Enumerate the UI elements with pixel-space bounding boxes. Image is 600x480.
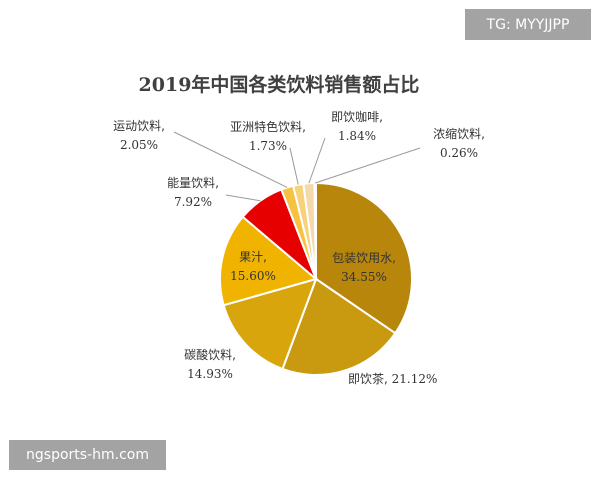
pie-slice-0 [315, 181, 413, 335]
slice-label-name-7: 即饮咖啡, [331, 109, 383, 124]
slice-label-name-6: 亚洲特色饮料, [230, 119, 306, 134]
watermark-top-right: TG: MYYJJPP [465, 9, 591, 40]
pie-slices [219, 181, 413, 376]
pie-slice-2 [222, 277, 318, 371]
leader-line-7 [308, 137, 326, 184]
chart-title: 2019年中国各类饮料销售额占比 [139, 73, 420, 96]
leader-line-5 [173, 131, 288, 188]
slice-labels: 包装饮用水, 34.55% 即饮茶, 21.12% 碳酸饮料, 14.93% 果汁, 15.… [113, 109, 485, 386]
slice-label-name-2: 碳酸饮料, [184, 347, 236, 362]
slice-label-name-5: 运动饮料, [113, 119, 165, 133]
slice-label-name-8: 浓缩饮料, [433, 126, 485, 141]
slice-label-value-5: 2.05% [120, 138, 158, 152]
slice-label-value-0: 34.55% [341, 270, 387, 284]
slice-label-value-3: 15.60% [230, 269, 276, 283]
slice-label-value-6: 1.73% [249, 139, 287, 153]
leader-line-6 [289, 147, 299, 185]
slice-label-value-8: 0.26% [440, 146, 478, 160]
watermark-bottom-left: ngsports-hm.com [9, 440, 166, 470]
pie-slice-3 [219, 215, 319, 307]
leader-line-8 [315, 147, 421, 184]
slice-label-name-3: 果汁, [239, 250, 267, 264]
slice-label-1: 即饮茶, 21.12% [348, 371, 437, 386]
slice-label-value-2: 14.93% [187, 367, 233, 381]
leader-lines [173, 131, 421, 202]
slice-label-name-0: 包装饮用水, [332, 251, 396, 265]
leader-line-4 [225, 194, 261, 202]
pie-slice-1 [281, 277, 397, 376]
slice-label-name-4: 能量饮料, [167, 176, 219, 190]
slice-label-value-4: 7.92% [174, 195, 212, 209]
slice-label-value-7: 1.84% [338, 129, 376, 143]
